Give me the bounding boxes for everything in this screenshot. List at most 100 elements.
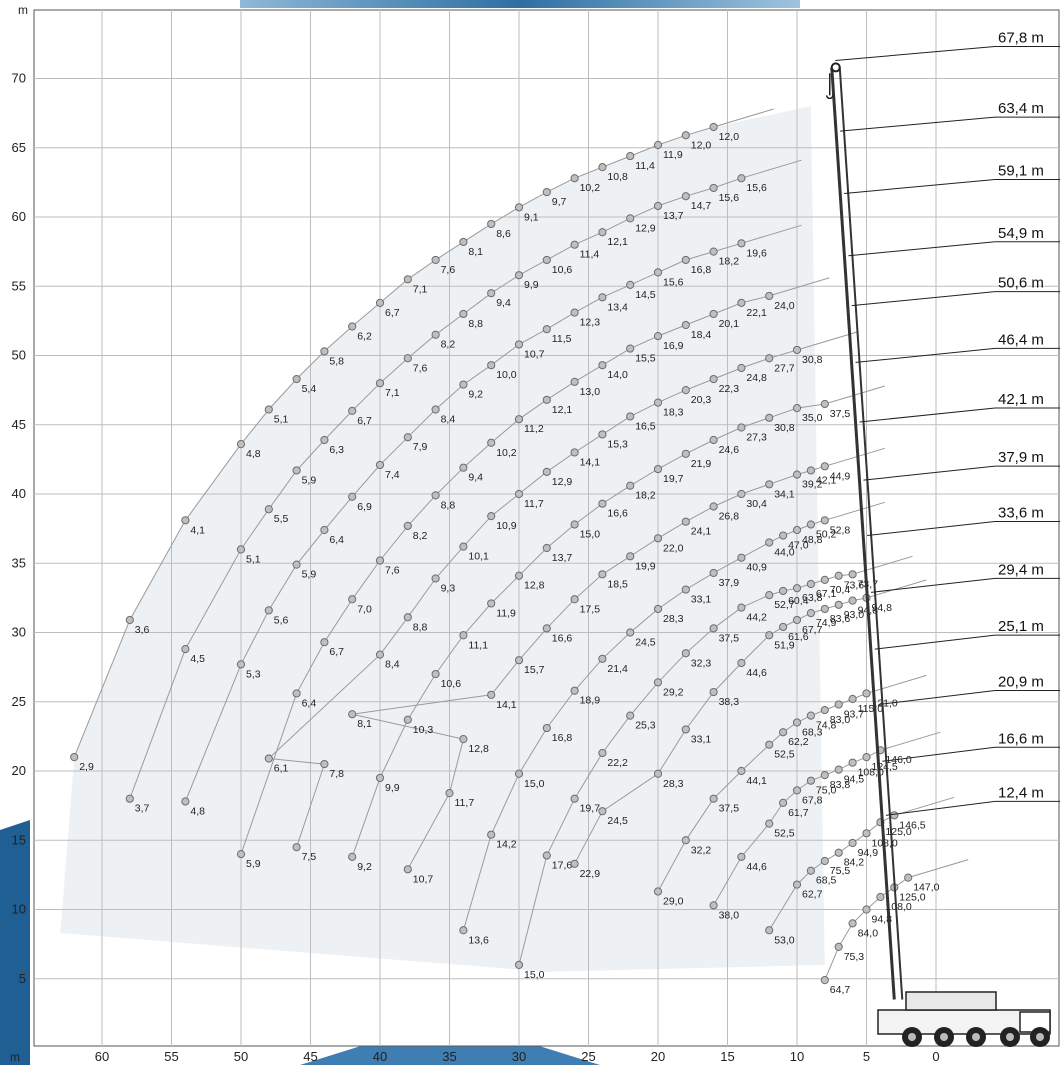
load-value-label: 18,5 <box>607 578 628 590</box>
load-value-label: 147,0 <box>913 882 939 894</box>
load-point <box>70 753 79 762</box>
load-value-label: 68,5 <box>816 875 837 887</box>
load-value-label: 11,4 <box>635 160 655 172</box>
load-point <box>598 499 607 508</box>
load-point <box>514 415 524 424</box>
load-value-label: 115,0 <box>858 703 884 715</box>
load-point <box>570 794 579 803</box>
load-point <box>848 570 857 579</box>
load-point <box>570 377 579 386</box>
load-value-label: 10,2 <box>496 447 517 459</box>
load-value-label: 17,5 <box>580 603 601 615</box>
load-point <box>626 151 635 161</box>
load-value-label: 24,8 <box>746 372 767 384</box>
load-value-label: 2,9 <box>79 761 94 773</box>
load-point <box>264 405 273 414</box>
load-value-label: 30,8 <box>802 354 823 366</box>
load-point <box>375 773 385 783</box>
load-point <box>792 786 802 795</box>
load-value-label: 14,0 <box>607 369 628 381</box>
load-point <box>709 309 718 319</box>
load-value-label: 8,1 <box>468 246 483 258</box>
load-value-label: 14,5 <box>635 289 656 301</box>
load-point <box>375 298 385 307</box>
load-value-label: 10,3 <box>413 724 434 736</box>
load-point <box>514 340 524 349</box>
load-point <box>570 520 579 529</box>
load-value-label: 63,8 <box>802 592 823 604</box>
load-point <box>779 798 788 807</box>
load-value-label: 93,0 <box>844 609 865 621</box>
load-value-label: 12,1 <box>607 236 628 248</box>
load-point <box>765 740 774 749</box>
load-point <box>709 687 718 697</box>
load-point <box>806 579 816 589</box>
load-point <box>834 571 843 580</box>
load-value-label: 10,7 <box>413 873 434 885</box>
load-point <box>598 654 607 663</box>
boom-length-label: 42,1 m <box>998 391 1044 408</box>
y-tick-label: 45 <box>12 417 26 432</box>
load-value-label: 8,4 <box>385 659 400 671</box>
load-point <box>514 271 524 280</box>
load-value-label: 10,1 <box>468 551 489 563</box>
load-point <box>653 398 663 407</box>
load-value-label: 44,6 <box>746 861 767 873</box>
boom-curve <box>129 159 802 799</box>
load-value-label: 20,1 <box>719 318 740 330</box>
y-tick-label: 25 <box>12 694 26 709</box>
load-value-label: 14,1 <box>580 456 601 468</box>
load-point <box>487 690 496 699</box>
load-point <box>792 718 802 727</box>
load-point <box>820 771 829 780</box>
load-point <box>653 464 663 474</box>
load-value-label: 94,9 <box>858 847 879 859</box>
wheel-hub-icon <box>940 1033 948 1041</box>
load-value-label: 9,2 <box>468 389 483 401</box>
load-value-label: 84,0 <box>858 927 879 939</box>
load-value-label: 24,5 <box>635 637 656 649</box>
load-point <box>792 404 802 413</box>
load-point <box>626 711 635 720</box>
load-value-label: 30,4 <box>746 498 767 510</box>
load-point <box>431 405 440 414</box>
load-point <box>806 776 816 785</box>
load-point <box>542 467 551 476</box>
load-point <box>709 502 718 511</box>
load-point <box>403 865 412 874</box>
load-point <box>598 748 607 758</box>
x-tick-label: 50 <box>234 1049 248 1064</box>
boom-label-leader <box>835 45 996 61</box>
sheave-icon <box>830 62 841 73</box>
load-point <box>236 660 246 669</box>
load-point <box>876 892 885 902</box>
load-value-label: 9,9 <box>524 279 539 291</box>
load-value-label: 67,1 <box>816 588 837 600</box>
load-point <box>765 591 774 600</box>
load-point <box>904 873 913 882</box>
load-value-label: 9,7 <box>552 196 567 208</box>
boom-length-label: 25,1 m <box>998 618 1044 635</box>
load-point <box>459 735 468 744</box>
load-point <box>375 650 385 659</box>
load-point <box>765 354 774 363</box>
load-point <box>403 521 412 530</box>
load-value-label: 6,3 <box>329 444 344 456</box>
load-point <box>709 568 718 578</box>
load-point <box>848 919 857 928</box>
load-value-label: 5,9 <box>246 858 261 870</box>
load-value-label: 15,6 <box>719 192 740 204</box>
load-value-label: 4,8 <box>190 805 205 817</box>
load-value-label: 25,3 <box>635 720 656 732</box>
load-point <box>709 247 718 256</box>
load-value-label: 15,6 <box>663 276 684 288</box>
load-value-label: 50,2 <box>816 528 837 540</box>
load-value-label: 11,9 <box>496 607 516 619</box>
load-point <box>709 794 718 803</box>
load-value-label: 7,1 <box>385 387 400 399</box>
load-point <box>292 466 301 475</box>
load-value-label: 94,8 <box>872 914 893 926</box>
load-point <box>848 694 857 704</box>
load-value-label: 10,6 <box>441 678 462 690</box>
